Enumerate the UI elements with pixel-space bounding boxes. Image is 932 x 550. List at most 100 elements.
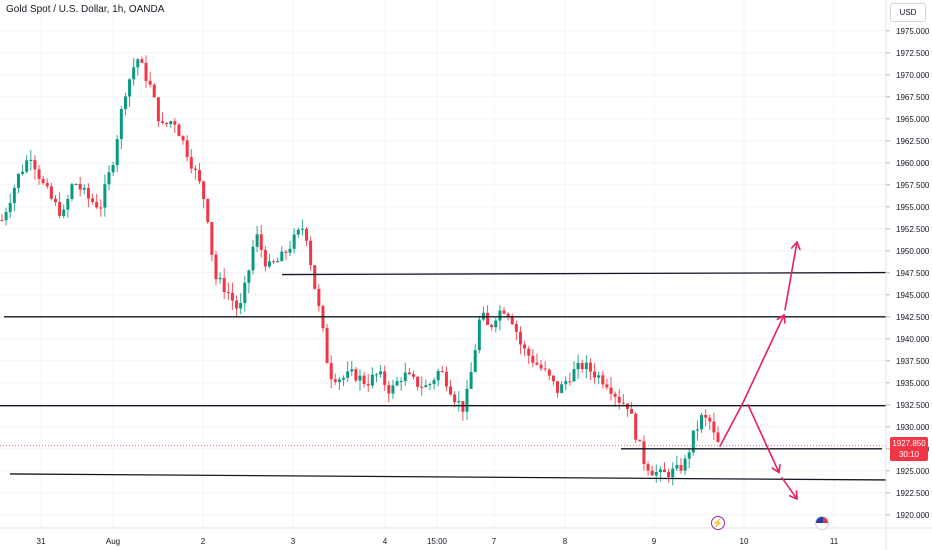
candle [387,380,391,403]
y-tick-label: 1932.500 [896,401,930,410]
candle [436,368,440,387]
candle [276,257,280,263]
projection-arrow[interactable] [784,241,801,311]
y-tick-label: 1947.500 [896,269,930,278]
candle [420,376,424,396]
candle [453,391,457,407]
candle [140,56,144,64]
candle [667,468,671,483]
candle [21,164,25,176]
candle [411,370,415,380]
candle [700,412,704,433]
candle [78,176,82,197]
candle [239,293,243,315]
candle [255,226,259,253]
candle [337,377,341,390]
candle [136,57,140,76]
candle [313,264,317,290]
candle [708,414,712,431]
candle [292,228,296,253]
horizontal-levels[interactable] [0,271,887,481]
candle [25,155,29,174]
candle [457,390,461,412]
candle [391,379,395,400]
y-tick-label: 1950.000 [896,247,930,256]
candle [173,118,177,133]
candle [642,435,646,471]
candle [477,315,481,354]
price-axis[interactable]: 1920.0001922.5001925.0001927.5001930.000… [885,0,932,550]
candle [346,361,350,382]
candle [165,122,169,128]
candle [259,224,263,258]
candle [358,369,362,391]
candle [687,449,691,469]
candle [91,193,95,205]
candle [144,55,148,89]
candle [16,173,20,194]
time-axis[interactable]: 31 Aug 2 3 4 15:00 7 8 9 10 11 [0,527,932,546]
candle [230,282,234,310]
y-tick-label: 1935.000 [896,379,930,388]
candle [469,362,473,390]
candle [222,268,226,300]
candle [350,360,354,376]
candle [210,221,214,262]
candle [82,184,86,195]
x-tick-label: 8 [563,537,568,546]
candle [280,246,284,262]
candle [202,180,206,209]
candle [518,326,522,354]
candle [288,240,292,256]
bar-countdown: 30:10 [898,450,920,459]
grid [0,0,886,528]
candle [74,183,78,186]
candle [41,175,45,185]
x-tick-label: 2 [201,537,206,546]
candle [370,367,374,389]
candle [490,323,494,331]
candle [609,377,613,401]
candle [449,379,453,396]
candle [45,178,49,189]
candle [638,439,642,442]
us-flag-icon[interactable] [815,516,829,530]
candle [66,194,70,218]
candle [300,219,304,236]
y-tick-label: 1965.000 [896,115,930,124]
candle [663,462,667,473]
projection-arrow[interactable] [741,314,786,406]
support-resistance-line[interactable] [281,271,887,276]
candle [33,155,37,180]
candle [123,92,127,116]
candle [132,58,136,86]
candle [49,182,53,201]
candle [428,382,432,391]
lightning-icon[interactable]: ⚡ [711,516,725,530]
projection-arrow[interactable] [747,403,781,474]
candle [510,313,514,326]
candle [564,376,568,391]
y-tick-label: 1930.000 [896,423,930,432]
y-tick-label: 1975.000 [896,27,930,36]
candle [617,389,621,410]
candle [465,379,469,420]
candle [160,112,164,125]
projection-arrow[interactable] [781,477,798,500]
candle [514,320,518,341]
projection-arrow[interactable] [719,403,743,447]
candle [712,412,716,441]
candle [675,455,679,471]
x-tick-label: 4 [383,537,388,546]
last-price-tag: 1927.850 30:10 [890,437,928,461]
candle [593,363,597,384]
projection-arrows[interactable] [719,241,801,500]
support-resistance-line[interactable] [9,473,887,481]
candle [588,358,592,380]
candle [444,366,448,392]
candle [177,122,181,137]
candle [654,464,658,483]
candle [403,362,407,386]
currency-button[interactable]: USD [890,3,926,22]
